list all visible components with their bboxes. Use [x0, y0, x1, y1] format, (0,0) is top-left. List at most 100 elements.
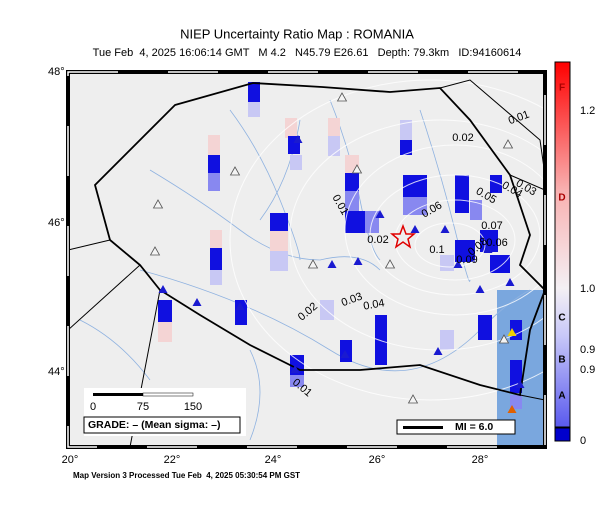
grid-cells [158, 82, 522, 409]
grid-cell [208, 155, 220, 173]
epicenter [389, 223, 417, 249]
grid-cell [270, 251, 288, 271]
station [307, 259, 319, 269]
contour-label: 0.1 [429, 244, 444, 256]
neighbor-borders [68, 79, 545, 447]
station [353, 257, 363, 265]
country-border [93, 82, 545, 397]
station [375, 210, 385, 218]
grid-cell [290, 375, 304, 387]
map-frame-ticks [67, 71, 546, 448]
station [505, 278, 515, 286]
grade-letter: C [558, 313, 565, 324]
footer: Map Version 3 Processed Tue Feb 4, 2025 … [73, 471, 300, 480]
scale-label: 150 [184, 401, 202, 413]
mi-legend-box [396, 419, 516, 435]
lat-label: 46° [48, 217, 65, 229]
grid-cell [158, 300, 172, 322]
grid-cell [290, 155, 302, 170]
lon-label: 22° [164, 454, 181, 466]
station [235, 302, 245, 310]
grade-box [83, 416, 241, 434]
grade-letter: D [558, 193, 565, 204]
scale-bar [142, 392, 194, 397]
station [440, 225, 450, 233]
grade-letter: F [559, 83, 565, 94]
grid-cell [470, 200, 482, 220]
grid-cell [345, 211, 365, 233]
station [515, 380, 525, 388]
grid-cell [210, 270, 222, 285]
contours [229, 79, 545, 401]
grade-letter: B [558, 355, 565, 366]
scale-label: 75 [137, 401, 149, 413]
station [290, 365, 300, 373]
grid-cell [208, 173, 220, 191]
grid-cell [328, 118, 340, 136]
station [502, 139, 514, 149]
grid-cell [403, 197, 427, 215]
grid-cell [400, 140, 412, 155]
mi-legend-text: MI = 6.0 [455, 421, 493, 433]
station [336, 92, 348, 102]
station [453, 260, 463, 268]
colorbar-label: 0.9 [580, 364, 595, 376]
grid-cell [375, 315, 387, 335]
grid-cell [270, 231, 288, 251]
lon-label: 28° [472, 454, 489, 466]
grid-cell [340, 340, 352, 362]
contour-label: 0.06 [486, 237, 507, 249]
colorbar-label: 0 [580, 435, 586, 447]
station [340, 350, 350, 358]
mi-legend-line [403, 426, 443, 429]
subtitle: Tue Feb 4, 2025 16:06:14 GMT M 4.2 N45.7… [93, 47, 522, 59]
station [293, 135, 303, 143]
grid-cell [440, 330, 454, 350]
grid-cell [270, 213, 288, 231]
station [327, 260, 337, 268]
lat-label: 48° [48, 66, 65, 78]
station [407, 394, 419, 404]
station [475, 285, 485, 293]
grid-cell [208, 135, 220, 155]
lon-label: 26° [369, 454, 386, 466]
station [483, 245, 493, 253]
grid-cell [510, 395, 522, 409]
station [507, 328, 517, 336]
grid-cell [328, 136, 340, 156]
station [152, 199, 164, 209]
colorbar-label: 1.0 [580, 283, 595, 295]
grid-cell [345, 173, 359, 191]
grid-cell [400, 120, 412, 140]
grid-cell [210, 230, 222, 248]
station [351, 164, 363, 174]
station [149, 246, 161, 256]
station [229, 166, 241, 176]
grid-cell [248, 82, 260, 102]
title: NIEP Uncertainty Ratio Map : ROMANIA [180, 26, 414, 41]
grid-cell [403, 175, 427, 197]
map: 0.010.020.030.040.050.060.010.070.060.08… [68, 72, 545, 447]
grid-cell [440, 255, 454, 271]
colorbar-label: 1.2 [580, 105, 595, 117]
contour-label: 0.04 [362, 297, 385, 313]
grid-cell [490, 175, 502, 193]
lat-label: 44° [48, 366, 65, 378]
colorbar-label: 0.9 [580, 344, 595, 356]
station [192, 298, 202, 306]
station [410, 225, 420, 233]
grid-cell [235, 300, 247, 325]
grid-cell [210, 248, 222, 270]
contour-label: 0.09 [456, 254, 477, 266]
contour-label: 0.07 [481, 220, 502, 232]
lon-label: 24° [265, 454, 282, 466]
grid-cell [455, 240, 475, 262]
grid-cell [510, 360, 522, 375]
grid-cell [478, 315, 492, 340]
grid-cell [455, 193, 469, 213]
colorbar [554, 61, 571, 428]
contour-label: 0.02 [367, 234, 388, 246]
station [384, 259, 396, 269]
station [433, 347, 443, 355]
